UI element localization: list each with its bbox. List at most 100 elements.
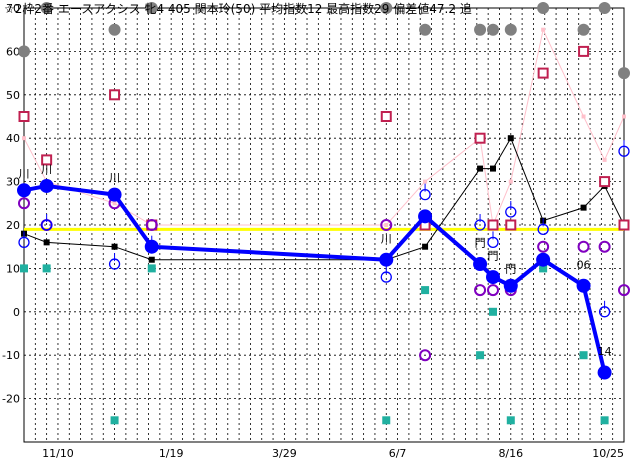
purple-circle-marker [618, 284, 630, 297]
pink-series-point [22, 136, 26, 141]
point-annotation: 川 [41, 163, 52, 176]
purple-circle-marker [419, 349, 432, 362]
purple-circle-marker [18, 197, 30, 210]
black-series-point [422, 243, 429, 250]
main-series-point [576, 278, 591, 293]
x-tick-label: 8/16 [498, 447, 523, 460]
gray-dot-marker [537, 2, 550, 14]
blue-circle-marker [108, 258, 121, 270]
y-tick-label: 40 [6, 132, 20, 145]
black-series-point [490, 165, 497, 172]
blue-circle-marker [598, 306, 611, 318]
x-tick-label: 11/10 [42, 447, 74, 460]
blue-circle-marker [505, 206, 517, 218]
main-series-point [418, 209, 433, 224]
black-series-point [148, 256, 155, 263]
gray-dot-marker [380, 2, 393, 14]
main-series-point [486, 270, 501, 285]
main-series-point [473, 257, 488, 272]
purple-circle-marker [577, 240, 590, 253]
red-square-marker [537, 67, 549, 79]
blue-circle-marker [40, 219, 53, 231]
teal-square-marker [539, 264, 548, 273]
y-tick-label: 50 [6, 89, 20, 102]
blue-circle-marker [618, 145, 630, 157]
blue-circle-marker [419, 188, 431, 201]
teal-square-marker [147, 264, 156, 273]
main-series-point [597, 365, 612, 380]
pink-series-point [602, 157, 607, 162]
main-series-point [144, 239, 159, 254]
blue-circle-marker [18, 236, 30, 249]
main-series-point [17, 183, 31, 198]
purple-circle-marker [537, 240, 550, 253]
teal-square-marker [476, 351, 485, 360]
red-square-marker [474, 132, 486, 144]
point-annotation: 川 [109, 172, 120, 185]
y-tick-label: 10 [6, 262, 20, 275]
pink-series-point [541, 27, 546, 32]
purple-circle-marker [487, 284, 500, 297]
red-square-marker [578, 45, 590, 57]
teal-square-marker [20, 264, 28, 273]
teal-square-marker [42, 264, 51, 273]
red-square-marker [618, 219, 630, 231]
pink-series-point [622, 114, 626, 119]
main-series-point [379, 252, 394, 267]
main-series-point [536, 252, 551, 267]
y-tick-label: -10 [2, 349, 20, 362]
gray-dot-marker [577, 23, 590, 36]
gray-dot-marker [419, 23, 432, 36]
main-series-point [39, 178, 54, 193]
teal-square-marker [110, 416, 119, 425]
pink-series-point [581, 114, 586, 119]
main-series-point [503, 278, 518, 293]
purple-circle-marker [380, 219, 393, 231]
y-tick-label: 0 [13, 306, 20, 319]
y-tick-label: 70 [6, 2, 20, 15]
gray-dot-marker [487, 23, 500, 36]
y-tick-label: 20 [6, 219, 20, 232]
teal-square-marker [489, 307, 498, 316]
red-square-marker [599, 176, 611, 188]
gray-dot-marker [40, 2, 53, 14]
gray-dot-marker [598, 2, 611, 14]
blue-circle-marker [537, 223, 549, 235]
gray-dot-marker [618, 67, 630, 80]
black-series-point [477, 165, 484, 172]
black-series-point [580, 204, 587, 211]
x-tick-label: 6/7 [389, 447, 407, 460]
red-square-marker [505, 219, 517, 231]
point-annotation: 門 [488, 250, 499, 263]
black-series-point [507, 135, 514, 142]
x-tick-label: 10/25 [592, 447, 624, 460]
point-annotation: 14 [598, 345, 612, 358]
blue-circle-marker [474, 219, 486, 231]
red-square-marker [380, 111, 392, 122]
point-annotation: 川 [19, 167, 30, 180]
red-square-marker [41, 154, 53, 166]
red-square-marker [487, 219, 499, 231]
purple-circle-marker [145, 219, 158, 231]
x-tick-label: 1/19 [159, 447, 184, 460]
red-square-marker [18, 111, 30, 122]
x-tick-label: 3/29 [272, 447, 297, 460]
y-tick-label: 30 [6, 176, 20, 189]
black-series-point [111, 243, 118, 250]
gray-dot-marker [18, 45, 30, 58]
chart-title: ☆2枠2番 エースアクシス 牝4 405 関本玲(50) 平均指数12 最高指数… [4, 1, 472, 16]
pink-series-point [423, 179, 428, 184]
point-annotation: 門 [475, 237, 486, 250]
y-tick-label: 60 [6, 45, 20, 58]
gray-dot-marker [108, 23, 121, 36]
point-annotation: 門 [505, 263, 516, 276]
purple-circle-marker [474, 284, 487, 297]
point-annotation: 川 [381, 232, 392, 245]
gray-dot-marker [145, 2, 158, 14]
purple-circle-marker [598, 240, 611, 253]
gray-dot-marker [504, 23, 517, 36]
gray-dot-marker [474, 23, 487, 36]
teal-square-marker [382, 416, 391, 425]
